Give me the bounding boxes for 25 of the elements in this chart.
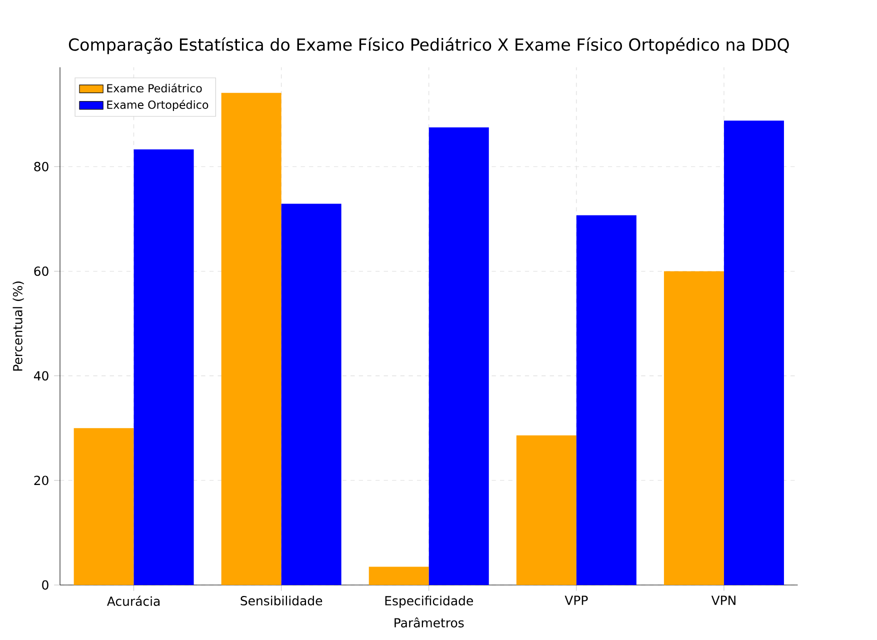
bar [428, 127, 489, 585]
chart-title: Comparação Estatística do Exame Físico Pediátrico X Exame Físico Ortopédico na DDQ [68, 37, 789, 54]
bar [134, 149, 194, 585]
bar [281, 204, 342, 585]
y-tick-label: 60 [34, 266, 48, 276]
y-tick-label: 80 [34, 162, 48, 172]
y-tick-label: 20 [34, 476, 48, 486]
bar [516, 435, 576, 585]
x-tick-label: VPP [564, 596, 588, 605]
bar [664, 271, 724, 585]
bar [724, 120, 784, 585]
x-tick-label: Especificidade [385, 596, 473, 608]
bar [576, 215, 636, 585]
y-tick-label: 40 [34, 371, 48, 381]
x-tick-label: Acurácia [106, 596, 160, 606]
y-tick-label: 0 [42, 580, 48, 590]
legend-label: Exame Pediátrico [107, 83, 202, 92]
bar [368, 566, 429, 585]
y-axis-title: Percentual (%) [12, 282, 24, 371]
x-tick-label: VPN [711, 596, 736, 605]
bar [74, 428, 134, 585]
x-axis-title: Parâmetros [394, 617, 464, 628]
bar [221, 92, 282, 585]
x-tick-label: Sensibilidade [240, 596, 322, 606]
legend-label: Exame Ortopédico [107, 100, 208, 112]
